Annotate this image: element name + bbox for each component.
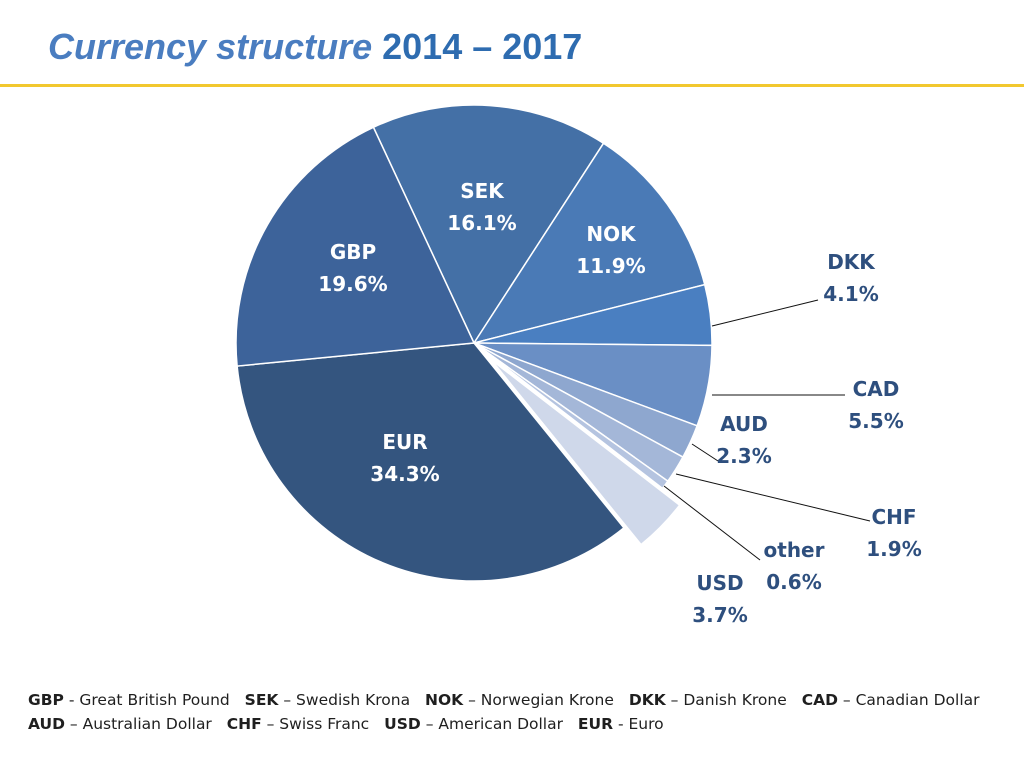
pie-slice-nok [472, 142, 706, 345]
pie-slice-gbp [235, 126, 476, 367]
pie-slice-sek [372, 104, 605, 345]
slice-label-gbp: GBP [330, 240, 376, 264]
pie-slice-usd [490, 359, 681, 546]
pie-slice-eur [236, 342, 625, 582]
slice-label-other: other [764, 538, 825, 562]
leader-line-aud [691, 443, 719, 462]
slice-value-cad: 5.5% [848, 409, 903, 433]
title-italic: Currency structure [48, 26, 373, 67]
slice-label-cad: CAD [853, 377, 900, 401]
legend-item: NOK – Norwegian Krone [425, 691, 614, 709]
slice-label-chf: CHF [871, 505, 916, 529]
legend-row-2: AUD – Australian Dollar CHF – Swiss Fran… [28, 712, 1018, 736]
slice-value-eur: 34.3% [370, 462, 439, 486]
legend-item: USD – American Dollar [384, 715, 563, 733]
legend-item: SEK – Swedish Krona [244, 691, 411, 709]
legend-item: CAD – Canadian Dollar [801, 691, 980, 709]
slice-value-usd: 3.7% [692, 603, 747, 627]
slice-value-aud: 2.3% [716, 444, 771, 468]
slice-label-eur: EUR [382, 430, 427, 454]
slice-value-other: 0.6% [766, 570, 821, 594]
legend-item: CHF – Swiss Franc [226, 715, 370, 733]
legend-item: AUD – Australian Dollar [28, 715, 212, 733]
legend-item: GBP - Great British Pound [28, 691, 230, 709]
slice-value-nok: 11.9% [576, 254, 645, 278]
pie-slice-other [473, 342, 669, 490]
legend-row-1: GBP - Great British Pound SEK – Swedish … [28, 688, 1018, 712]
title-years: 2014 – 2017 [382, 26, 583, 67]
legend-item: EUR - Euro [577, 715, 664, 733]
slice-label-nok: NOK [586, 222, 637, 246]
slice-label-sek: SEK [460, 179, 505, 203]
leader-line-chf [675, 473, 871, 522]
slice-value-gbp: 19.6% [318, 272, 387, 296]
legend-item: DKK – Danish Krone [628, 691, 787, 709]
slice-value-dkk: 4.1% [823, 282, 878, 306]
slice-label-usd: USD [696, 571, 743, 595]
leader-line-other [663, 485, 761, 561]
slice-label-dkk: DKK [827, 250, 876, 274]
slice-value-chf: 1.9% [866, 537, 921, 561]
slice-label-aud: AUD [720, 412, 768, 436]
title-divider [0, 84, 1024, 87]
slice-value-sek: 16.1% [447, 211, 516, 235]
leader-line-dkk [711, 299, 819, 327]
currency-legend: GBP - Great British Pound SEK – Swedish … [28, 688, 1018, 736]
page-title: Currency structure 2014 – 2017 [48, 26, 582, 68]
